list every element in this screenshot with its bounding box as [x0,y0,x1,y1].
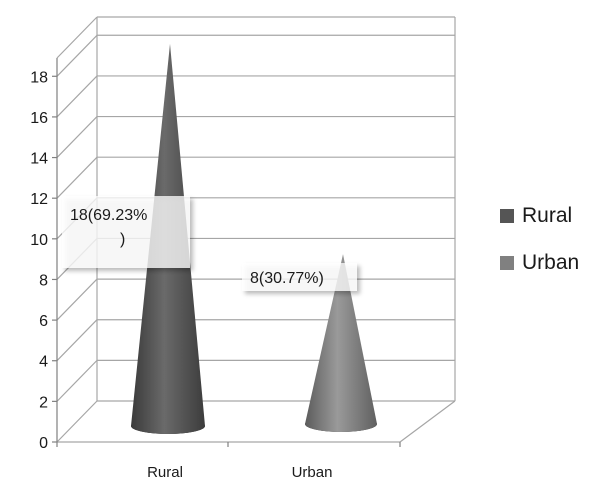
floor-right [399,400,456,443]
cone-urban [305,254,377,432]
legend-label: Urban [522,251,579,274]
legend-item: Rural [500,204,572,227]
data-label-rural-text: ) [120,231,125,248]
side-wall-top [56,16,98,59]
gridline-side [56,34,98,77]
legend-swatch [500,209,514,223]
data-label-rural-text: 18(69.23% [70,207,147,224]
legend-item: Urban [500,251,579,274]
y-tick-label: 2 [39,394,48,411]
gridline-side [56,75,98,118]
y-tick-label: 0 [39,435,48,452]
gridline-side [56,156,98,199]
gridline-side [56,359,98,402]
cone-urban-body [305,254,377,432]
data-label-urban-box [242,263,357,291]
legend-swatch [500,256,514,270]
gridline-side [56,400,98,443]
legend-label: Rural [522,204,572,227]
y-tick-label: 12 [30,191,48,208]
gridline-side [56,278,98,321]
y-tick-label: 4 [39,354,48,371]
y-tick-label: 16 [30,110,48,127]
y-tick-label: 8 [39,272,48,289]
data-label-urban: 8(30.77%) [242,263,357,291]
y-tick-label: 18 [30,69,48,86]
gridline-side [56,116,98,158]
y-tick-label: 6 [39,313,48,330]
y-tick-label: 14 [30,151,48,168]
data-label-urban-text: 8(30.77%) [250,270,324,287]
x-tick-label: Urban [292,464,333,481]
data-label-rural-box [62,196,190,268]
gridline-side [56,319,98,362]
x-tick-label: Rural [147,464,183,481]
y-tick-label: 10 [30,232,48,249]
data-label-rural: 18(69.23%) [62,196,190,268]
